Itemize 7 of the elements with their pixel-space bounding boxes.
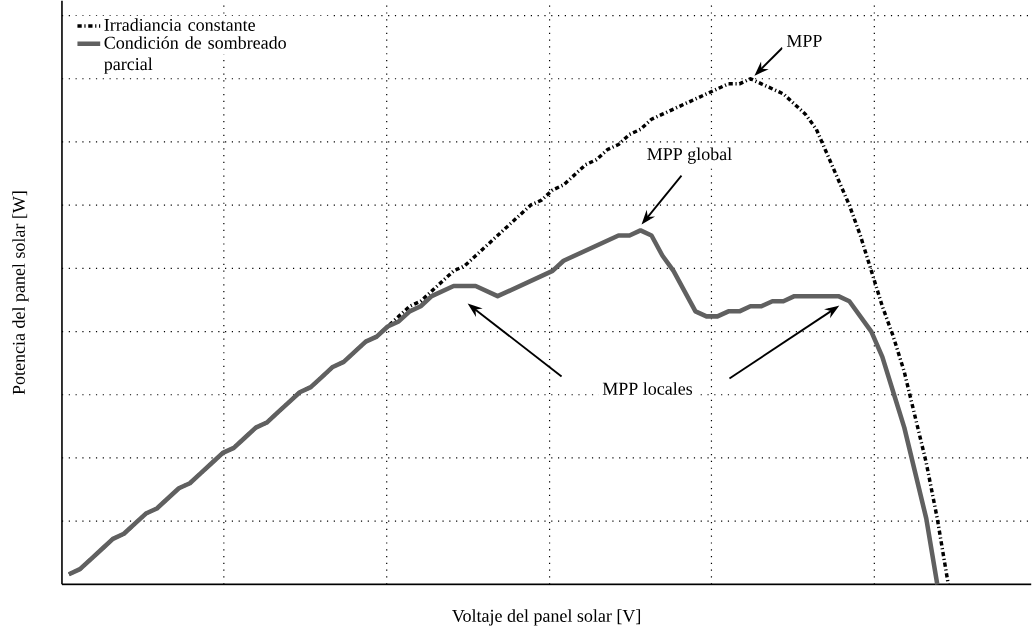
legend-label: Condición de sombreado parcial (104, 36, 286, 75)
annotation: MPP global (647, 147, 732, 165)
x-axis-title: Voltaje del panel solar [V] (452, 609, 641, 626)
annotation: MPP locales (602, 382, 693, 396)
legend-label: Irradiancia constante (104, 18, 255, 32)
text: MPP (786, 35, 822, 47)
y-axis-title: Potencia del panel solar [W] (12, 191, 29, 395)
